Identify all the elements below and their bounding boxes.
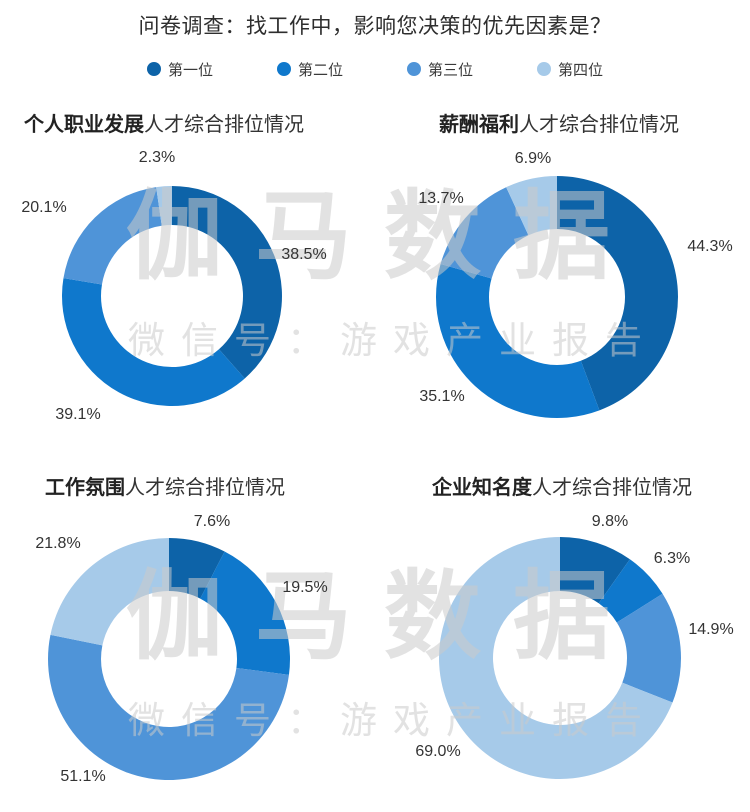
legend-label-third: 第三位 — [428, 61, 474, 79]
donut-slice-第三位 — [440, 187, 529, 279]
chart-title-bold: 薪酬福利 — [439, 114, 519, 136]
legend-item-first: 第一位 — [146, 59, 213, 80]
slice-label-second: 35.1% — [419, 388, 465, 405]
donut-slice-第四位 — [438, 537, 673, 779]
slice-label-fourth: 2.3% — [138, 149, 176, 166]
donut-slice-第一位 — [169, 538, 225, 599]
chart-salary-benefits: 薪酬福利人才综合排位情况 44.3% 35.1% 13.7% 6.9% — [375, 100, 750, 460]
chart-personal-career-development: 个人职业发展人才综合排位情况 38.5% 39.1% 20.1% 2.3% — [0, 100, 375, 460]
donut-slice-第二位 — [200, 551, 291, 675]
slice-label-fourth: 6.9% — [514, 150, 552, 167]
chart-title-bold: 工作氛围 — [45, 477, 125, 499]
donut-chart — [47, 538, 291, 781]
donut-slice-第三位 — [63, 187, 162, 285]
slice-label-third: 13.7% — [418, 190, 464, 207]
slice-label-third: 51.1% — [60, 768, 106, 785]
chart-title: 个人职业发展人才综合排位情况 — [24, 108, 304, 137]
donut-slice-第一位 — [557, 176, 678, 411]
slice-label-second: 19.5% — [282, 579, 328, 596]
slice-label-first: 38.5% — [281, 246, 327, 263]
donut-slice-第一位 — [560, 537, 630, 604]
chart-title-rest: 人才综合排位情况 — [532, 477, 692, 499]
legend: 第一位 第二位 第三位 第四位 — [0, 58, 750, 80]
legend-dot-third — [407, 62, 421, 76]
slice-label-first: 7.6% — [193, 513, 231, 530]
chart-work-atmosphere: 工作氛围人才综合排位情况 7.6% 19.5% 51.1% 21.8% — [0, 460, 375, 812]
legend-label-first: 第一位 — [167, 61, 213, 79]
donut-slice-第四位 — [50, 538, 169, 646]
legend-item-second: 第二位 — [276, 59, 343, 80]
slice-label-fourth: 69.0% — [415, 743, 461, 760]
donut-chart — [61, 186, 282, 406]
donut-slice-第二位 — [598, 559, 663, 623]
donut-slice-第二位 — [435, 263, 600, 418]
donut-chart — [435, 176, 678, 418]
legend-dot-second — [276, 62, 291, 76]
donut-slice-第三位 — [47, 634, 289, 781]
chart-title: 工作氛围人才综合排位情况 — [45, 471, 285, 500]
chart-title-bold: 企业知名度 — [432, 477, 532, 499]
slice-label-first: 9.8% — [591, 513, 629, 530]
chart-title: 企业知名度人才综合排位情况 — [432, 471, 692, 500]
legend-label-second: 第二位 — [297, 61, 343, 79]
slice-label-second: 6.3% — [653, 550, 691, 567]
donut-slice-第四位 — [156, 186, 172, 226]
legend-label-fourth: 第四位 — [558, 61, 604, 79]
chart-company-reputation: 企业知名度人才综合排位情况 9.8% 6.3% 14.9% 69.0% — [375, 460, 750, 812]
slice-label-second: 39.1% — [55, 406, 101, 423]
slice-label-fourth: 21.8% — [35, 535, 81, 552]
donut-slice-第三位 — [616, 593, 681, 703]
chart-title-rest: 人才综合排位情况 — [519, 114, 679, 136]
legend-dot-fourth — [537, 62, 552, 76]
legend-dot-first — [146, 62, 161, 76]
legend-item-fourth: 第四位 — [537, 59, 603, 80]
page-title: 问卷调查：找工作中，影响您决策的优先因素是？ — [138, 15, 612, 38]
slice-label-third: 14.9% — [688, 621, 734, 638]
chart-title-rest: 人才综合排位情况 — [144, 114, 304, 136]
legend-item-third: 第三位 — [407, 59, 473, 80]
chart-title-rest: 人才综合排位情况 — [125, 477, 285, 499]
donut-chart — [438, 537, 681, 779]
donut-slice-第四位 — [506, 176, 557, 236]
chart-title-bold: 个人职业发展 — [24, 114, 144, 136]
donut-slice-第一位 — [172, 186, 282, 379]
chart-title: 薪酬福利人才综合排位情况 — [439, 108, 679, 137]
slice-label-first: 44.3% — [687, 238, 733, 255]
slice-label-third: 20.1% — [21, 199, 67, 216]
donut-slice-第二位 — [61, 278, 245, 406]
